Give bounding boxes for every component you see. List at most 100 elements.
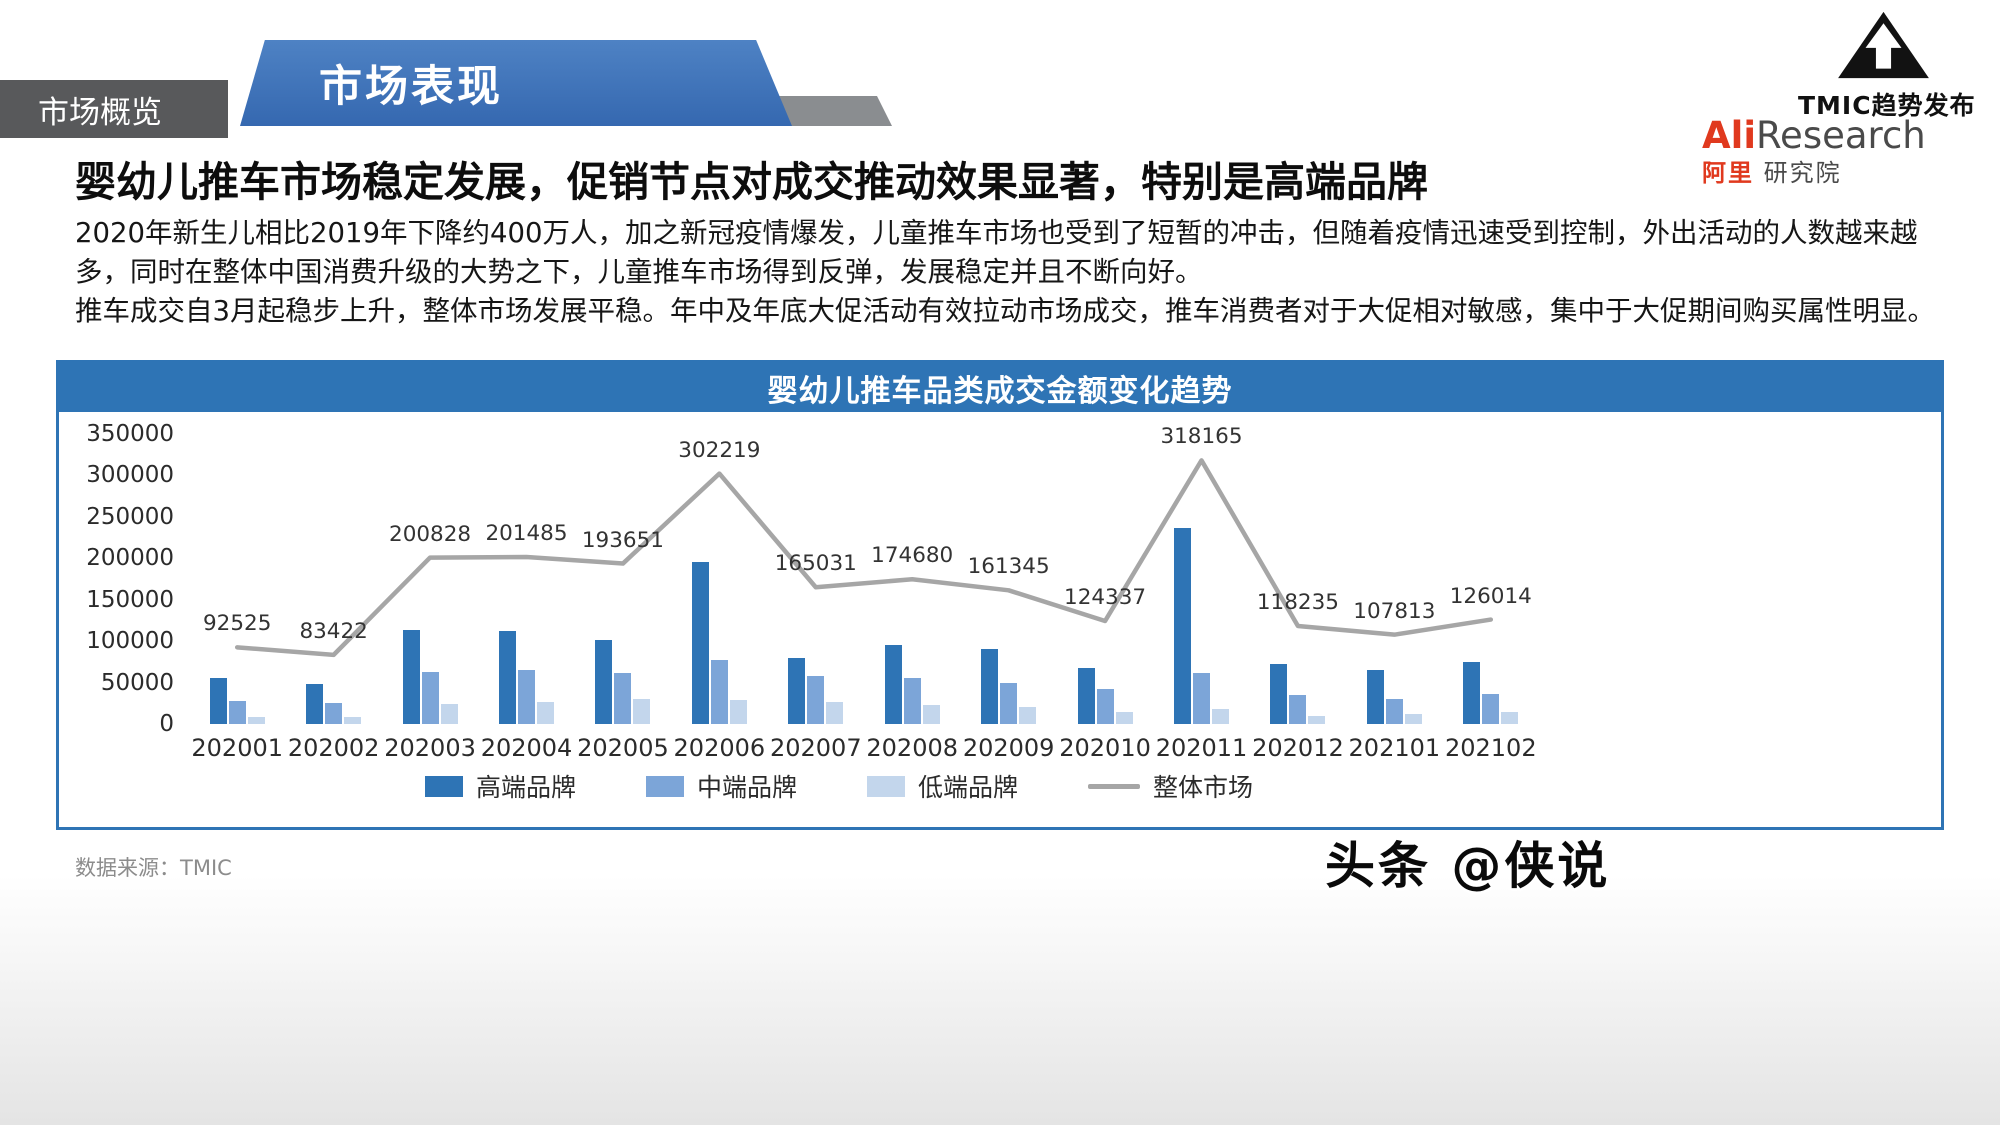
x-axis-label: 202009 (962, 734, 1055, 762)
line-data-label: 161345 (967, 554, 1050, 580)
bar-高端品牌-202008 (884, 645, 902, 724)
aliresearch-logo: AliResearch 阿里 研究院 (1702, 115, 1926, 187)
body-paragraph-2: 推车成交自3月起稳步上升，整体市场发展平稳。年中及年底大促活动有效拉动市场成交，… (75, 295, 1935, 327)
x-axis-label: 202012 (1252, 734, 1344, 762)
bar-低端品牌-202003 (440, 704, 458, 724)
x-axis-label: 202003 (384, 734, 476, 762)
line-data-label: 83422 (299, 618, 368, 644)
line-data-label: 124337 (1064, 584, 1147, 610)
bar-高端品牌-202001 (209, 677, 227, 724)
line-data-label: 193651 (581, 527, 664, 553)
y-axis-tick-label: 150000 (86, 586, 174, 613)
y-axis-tick-label: 250000 (86, 503, 174, 530)
tmic-triangle-arrow-icon (1837, 11, 1929, 79)
y-axis-tick-label: 100000 (86, 628, 174, 655)
bar-低端品牌-202006 (729, 699, 747, 724)
legend-label: 高端品牌 (475, 773, 576, 802)
bar-中端品牌-202003 (421, 671, 439, 724)
aliresearch-logo-cn: 阿里 研究院 (1702, 158, 1926, 187)
line-data-label: 201485 (485, 521, 568, 547)
bar-高端品牌-202006 (691, 561, 709, 724)
x-axis-label: 202005 (577, 734, 669, 762)
data-source-note: 数据来源：TMIC (75, 856, 232, 880)
bar-高端品牌-202102 (1463, 661, 1481, 724)
x-axis-label: 202001 (191, 734, 284, 762)
x-axis-label: 202008 (866, 734, 959, 762)
bar-高端品牌-202011 (1174, 527, 1191, 724)
tmic-logo: TMIC趋势发布 (1798, 10, 1976, 122)
bar-中端品牌-202001 (228, 700, 246, 724)
bar-高端品牌-202010 (1077, 667, 1095, 724)
legend-color-swatch (424, 775, 463, 797)
aliresearch-logo-en: AliResearch (1702, 115, 1926, 157)
y-axis-tick-label: 50000 (100, 669, 174, 696)
chart-plot-area: 高端品牌 中端品牌 低端品牌 整体市场 0 50000 100000 150000 20000… (59, 412, 1941, 824)
line-data-label: 118235 (1256, 590, 1339, 616)
x-axis-label: 202011 (1155, 734, 1248, 762)
line-data-label: 165031 (774, 551, 857, 577)
bar-中端品牌-202007 (807, 675, 825, 724)
bar-中端品牌-202011 (1193, 672, 1210, 724)
bar-中端品牌-202102 (1482, 694, 1500, 724)
chart-panel: 婴幼儿推车品类成交金额变化趋势 高端品牌 中端品牌 低端品牌 整体市场 0 50000 1… (56, 360, 1944, 830)
bar-低端品牌-202101 (1404, 714, 1422, 724)
bar-低端品牌-202004 (537, 702, 554, 724)
line-data-label: 126014 (1449, 583, 1532, 609)
bar-低端品牌-202008 (922, 704, 940, 724)
page-title: 婴幼儿推车市场稳定发展，促销节点对成交推动效果显著，特别是高端品牌 (75, 158, 1428, 206)
bar-中端品牌-202008 (903, 677, 921, 724)
banner-market-performance: 市场表现 (240, 40, 792, 126)
bar-中端品牌-202005 (614, 672, 632, 724)
bar-高端品牌-202101 (1366, 670, 1384, 724)
bar-中端品牌-202006 (710, 660, 728, 724)
bar-低端品牌-202102 (1501, 711, 1519, 724)
x-axis-label: 202102 (1444, 734, 1537, 762)
legend-color-swatch (867, 775, 905, 797)
bar-低端品牌-202002 (344, 716, 362, 724)
bar-低端品牌-202001 (247, 717, 265, 724)
bar-低端品牌-202009 (1019, 707, 1037, 724)
x-axis-label: 202101 (1348, 734, 1441, 762)
line-data-label: 200828 (389, 521, 472, 547)
line-data-label: 318165 (1160, 424, 1243, 450)
banner-title: 市场表现 (319, 62, 503, 112)
bar-低端品牌-202012 (1308, 715, 1326, 724)
bar-低端品牌-202005 (633, 699, 651, 724)
bar-高端品牌-202012 (1270, 663, 1288, 724)
ali-logo-cn-gray-text: 研究院 (1763, 158, 1842, 187)
y-axis-tick-label: 200000 (86, 545, 174, 572)
legend-item-高端品牌: 高端品牌 (424, 768, 576, 804)
bar-高端品牌-202002 (306, 684, 324, 724)
legend-item-低端品牌: 低端品牌 (867, 768, 1018, 804)
legend-label: 低端品牌 (918, 773, 1019, 802)
bar-高端品牌-202009 (981, 648, 999, 724)
ali-logo-cn-red-text: 阿里 (1702, 158, 1754, 187)
x-axis-label: 202002 (287, 734, 380, 762)
x-axis-label: 202006 (673, 734, 766, 762)
chart-legend: 高端品牌 中端品牌 低端品牌 整体市场 (59, 768, 1619, 804)
legend-color-swatch (645, 775, 684, 797)
bar-中端品牌-202004 (518, 670, 535, 724)
line-data-label: 174680 (871, 543, 954, 569)
legend-label: 中端品牌 (696, 773, 797, 802)
line-data-label: 302219 (678, 437, 761, 463)
bar-低端品牌-202011 (1212, 709, 1229, 724)
tmic-logo-text: TMIC趋势发布 (1798, 91, 1976, 120)
y-axis-tick-label: 350000 (86, 421, 174, 447)
bar-中端品牌-202010 (1096, 689, 1114, 724)
section-tab-market-overview: 市场概览 (0, 80, 228, 138)
bar-中端品牌-202012 (1289, 695, 1307, 724)
x-axis-label: 202007 (769, 734, 862, 762)
x-axis-label: 202004 (480, 734, 573, 762)
legend-item-中端品牌: 中端品牌 (645, 768, 797, 804)
section-tab-label: 市场概览 (38, 94, 162, 131)
y-axis-tick-label: 300000 (86, 462, 174, 489)
bar-高端品牌-202007 (788, 657, 806, 724)
chart-title: 婴幼儿推车品类成交金额变化趋势 (59, 363, 1941, 412)
bar-高端品牌-202005 (595, 640, 613, 724)
line-data-label: 107813 (1353, 598, 1436, 624)
bar-中端品牌-202101 (1385, 699, 1403, 724)
y-axis-tick-label: 0 (159, 711, 174, 737)
legend-label: 整体市场 (1153, 773, 1254, 802)
